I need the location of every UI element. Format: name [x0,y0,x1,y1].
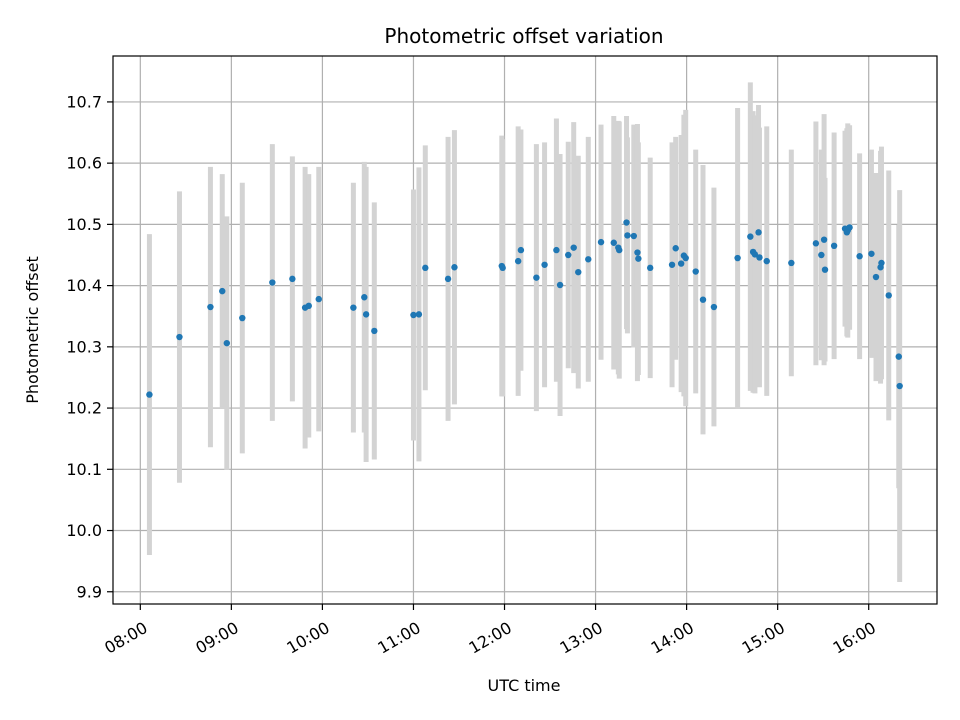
y-axis-label: Photometric offset [23,256,42,404]
data-point [856,253,863,260]
data-point [895,353,902,360]
data-point [634,249,641,256]
y-tick-label: 10.6 [66,154,102,173]
x-tick-label: 14:00 [648,618,697,658]
data-point [541,261,548,268]
data-point [305,302,312,310]
data-point [734,254,741,262]
data-point [269,279,276,286]
data-point [616,246,623,254]
x-tick-label: 15:00 [739,618,788,658]
data-point [597,238,605,246]
data-point [415,311,423,318]
y-tick-label: 9.9 [77,582,102,601]
y-tick-label: 10.5 [66,215,102,234]
data-point [885,292,892,299]
data-point [821,266,829,273]
data-point [422,264,429,272]
data-point [820,236,828,243]
data-point [699,296,707,303]
data-point [223,339,231,347]
data-point [362,311,370,318]
y-axis-ticks: 9.9 10.0 10.1 10.2 10.3 10.4 10.5 10.6 10.7 [66,92,113,601]
data-point [610,239,617,246]
data-point [575,268,582,276]
data-point [747,233,754,240]
x-axis-label: UTC time [488,676,561,695]
data-point [624,232,631,239]
data-point [672,245,679,252]
y-tick-label: 10.0 [66,521,102,540]
data-point [896,382,903,390]
x-tick-label: 10:00 [283,618,332,658]
data-point [444,275,452,283]
y-tick-label: 10.3 [66,337,102,356]
data-point [361,294,368,301]
x-tick-label: 08:00 [101,618,150,658]
data-point [878,259,885,267]
data-point [176,333,183,341]
data-point [623,219,630,226]
y-tick-label: 10.7 [66,92,102,111]
data-point [788,259,795,267]
data-point [872,273,880,281]
error-bars [146,82,903,582]
data-point [756,254,763,261]
y-tick-label: 10.2 [66,399,102,418]
data-point [668,261,676,268]
data-point [553,246,560,254]
data-point [812,240,820,247]
data-point [315,295,322,303]
data-point [514,257,522,265]
data-point [499,264,506,272]
data-point [846,224,853,231]
data-point [570,244,577,251]
data-point [710,303,718,311]
data-points [146,219,903,398]
data-point [677,260,685,267]
data-point [289,275,296,283]
data-point [146,391,153,398]
data-point [350,304,357,311]
data-point [763,257,770,265]
data-point [868,250,875,257]
data-point [239,314,246,322]
data-point [755,229,762,236]
data-point [219,287,226,295]
y-tick-label: 10.4 [66,276,102,295]
grid-lines [113,56,937,604]
plot-frame [112,55,938,605]
data-point [517,246,525,254]
x-tick-label: 11:00 [374,618,423,658]
x-axis-ticks: 08:00 09:00 10:00 11:00 12:00 13:00 14:00 15:00… [101,604,879,658]
chart-title: Photometric offset variation [384,24,663,48]
data-point [371,327,378,335]
data-point [630,232,638,240]
data-point [818,251,825,259]
data-point [692,268,699,275]
data-point [751,251,759,258]
data-point [646,264,654,272]
data-point [207,303,214,311]
x-tick-label: 09:00 [192,618,241,658]
x-tick-label: 13:00 [557,618,606,658]
data-point [533,274,540,281]
data-point [451,264,458,271]
data-point [830,242,838,250]
data-point [635,255,642,262]
y-tick-label: 10.1 [66,460,102,479]
data-point [556,281,564,289]
data-point [410,311,417,319]
data-point [682,254,689,262]
data-point [585,256,592,263]
data-point [565,251,572,259]
x-tick-label: 12:00 [465,618,514,658]
x-tick-label: 16:00 [830,618,879,658]
